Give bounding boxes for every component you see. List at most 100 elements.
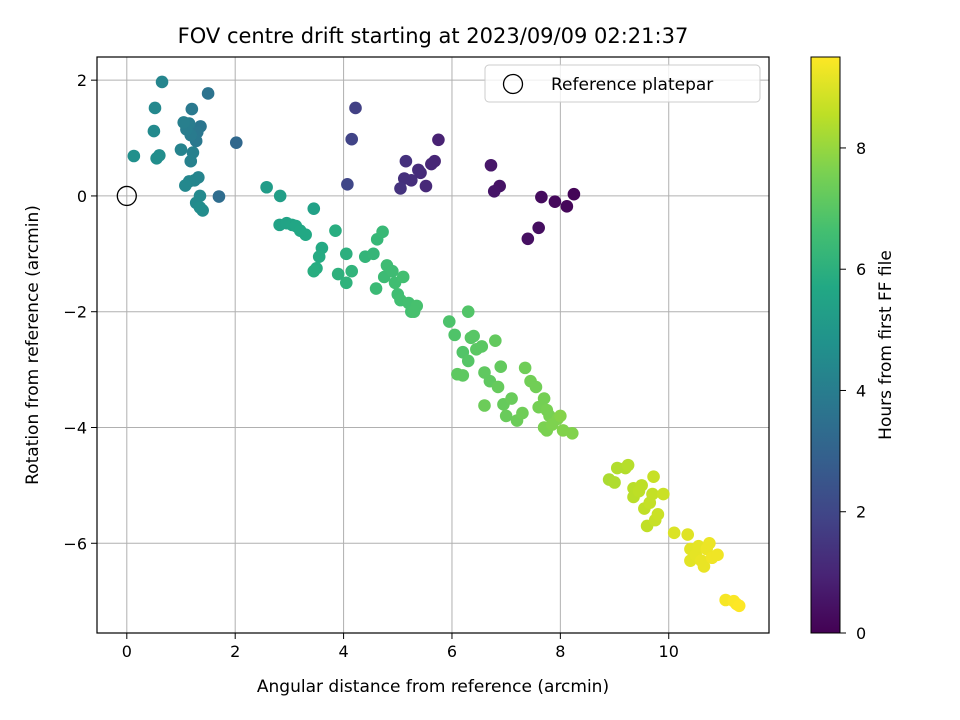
scatter-point [461, 354, 475, 368]
scatter-point [521, 232, 535, 246]
scatter-point [565, 426, 579, 440]
scatter-point [339, 276, 353, 290]
scatter-point [260, 180, 273, 194]
scatter-point [532, 221, 545, 235]
scatter-point [554, 409, 567, 423]
scatter-point [273, 189, 287, 203]
scatter-point [456, 369, 470, 382]
legend: Reference platepar [484, 64, 761, 103]
colorbar-gradient [810, 56, 841, 634]
scatter-point [425, 157, 438, 171]
scatter-point [150, 152, 163, 165]
scatter-point [307, 202, 321, 215]
scatter-point [442, 315, 456, 328]
colorbar-label: Hours from first FF file [876, 250, 896, 440]
scatter-point [535, 190, 548, 204]
scatter-point [396, 270, 410, 284]
x-axis: 0 2 4 6 8 10 [122, 633, 679, 661]
colorbar-tick-label: 0 [856, 624, 866, 643]
scatter-point [484, 158, 498, 172]
scatter-point [399, 154, 413, 168]
scatter-point [331, 267, 345, 281]
scatter-point [491, 380, 505, 394]
x-tick-label: 4 [338, 642, 348, 661]
scatter-point [505, 392, 518, 405]
scatter-point [177, 116, 191, 129]
scatter-point [475, 340, 489, 353]
scatter-point [407, 305, 421, 319]
y-tick-label: 2 [77, 71, 87, 90]
scatter-point [467, 329, 480, 343]
scatter-point [494, 360, 508, 374]
scatter-point [299, 228, 312, 242]
scatter-point [229, 136, 243, 149]
colorbar-tick-label: 4 [856, 381, 866, 400]
legend-marker-open-circle [502, 73, 524, 95]
x-tick-label: 10 [659, 642, 679, 661]
colorbar-tick-label: 8 [856, 139, 866, 158]
scatter-point [657, 487, 670, 501]
x-tick-label: 6 [447, 642, 457, 661]
scatter-point [516, 406, 529, 420]
scatter-point [711, 548, 724, 562]
scatter-point [487, 185, 501, 198]
scatter-point [394, 182, 407, 195]
scatter-point [419, 179, 433, 193]
scatter-point [345, 264, 359, 278]
scatter-point [185, 102, 199, 116]
y-axis-label: Rotation from reference (arcmin) [23, 205, 43, 485]
grid [97, 57, 769, 633]
scatter-point [312, 250, 326, 264]
x-tick-label: 2 [230, 642, 240, 661]
scatter-point [448, 328, 461, 342]
x-tick-label: 0 [122, 642, 132, 661]
scatter-point [489, 334, 502, 347]
scatter-point [367, 247, 380, 261]
scatter-point [397, 172, 411, 185]
scatter-point [432, 133, 445, 147]
x-axis-label: Angular distance from reference (arcmin) [257, 677, 609, 697]
scatter-point [635, 479, 648, 492]
y-axis: −6 −4 −2 0 2 [63, 71, 97, 553]
colorbar: 0 2 4 6 8 Hours from first FF file [810, 56, 896, 643]
scatter-point [148, 101, 162, 115]
scatter-point [667, 526, 681, 540]
scatter-point [349, 101, 362, 115]
scatter-point [193, 201, 207, 214]
scatter-point [646, 487, 659, 501]
scatter-point [647, 470, 660, 483]
y-tick-label: −4 [63, 418, 87, 437]
scatter-point [732, 599, 746, 613]
scatter-point [518, 361, 532, 375]
scatter-point [201, 87, 215, 100]
colorbar-ticks: 0 2 4 6 8 [840, 139, 866, 643]
scatter-point [179, 179, 192, 192]
scatter-point [697, 560, 711, 573]
scatter-point [499, 409, 513, 423]
scatter-point [127, 149, 141, 163]
scatter-point [412, 163, 425, 177]
scatter-point [184, 154, 198, 168]
scatter-point [537, 392, 551, 405]
legend-box [484, 64, 761, 103]
scatter-point [529, 380, 543, 394]
y-tick-label: −2 [63, 303, 87, 322]
scatter-point [307, 264, 321, 278]
scatter-point [369, 282, 383, 295]
y-tick-label: −6 [63, 534, 87, 553]
scatter-point [155, 75, 169, 89]
chart-title: FOV centre drift starting at 2023/09/09 … [178, 24, 689, 48]
scatter-point [681, 528, 695, 541]
scatter-point [341, 178, 354, 191]
scatter-point [147, 124, 161, 138]
colorbar-tick-label: 6 [856, 260, 866, 279]
scatter-points [116, 75, 746, 613]
scatter-point [174, 143, 188, 156]
scatter-point [212, 190, 226, 203]
scatter-point [329, 224, 342, 237]
y-tick-label: 0 [77, 187, 87, 206]
colorbar-tick-label: 2 [856, 503, 866, 522]
scatter-point [608, 476, 621, 489]
scatter-point [461, 305, 475, 319]
